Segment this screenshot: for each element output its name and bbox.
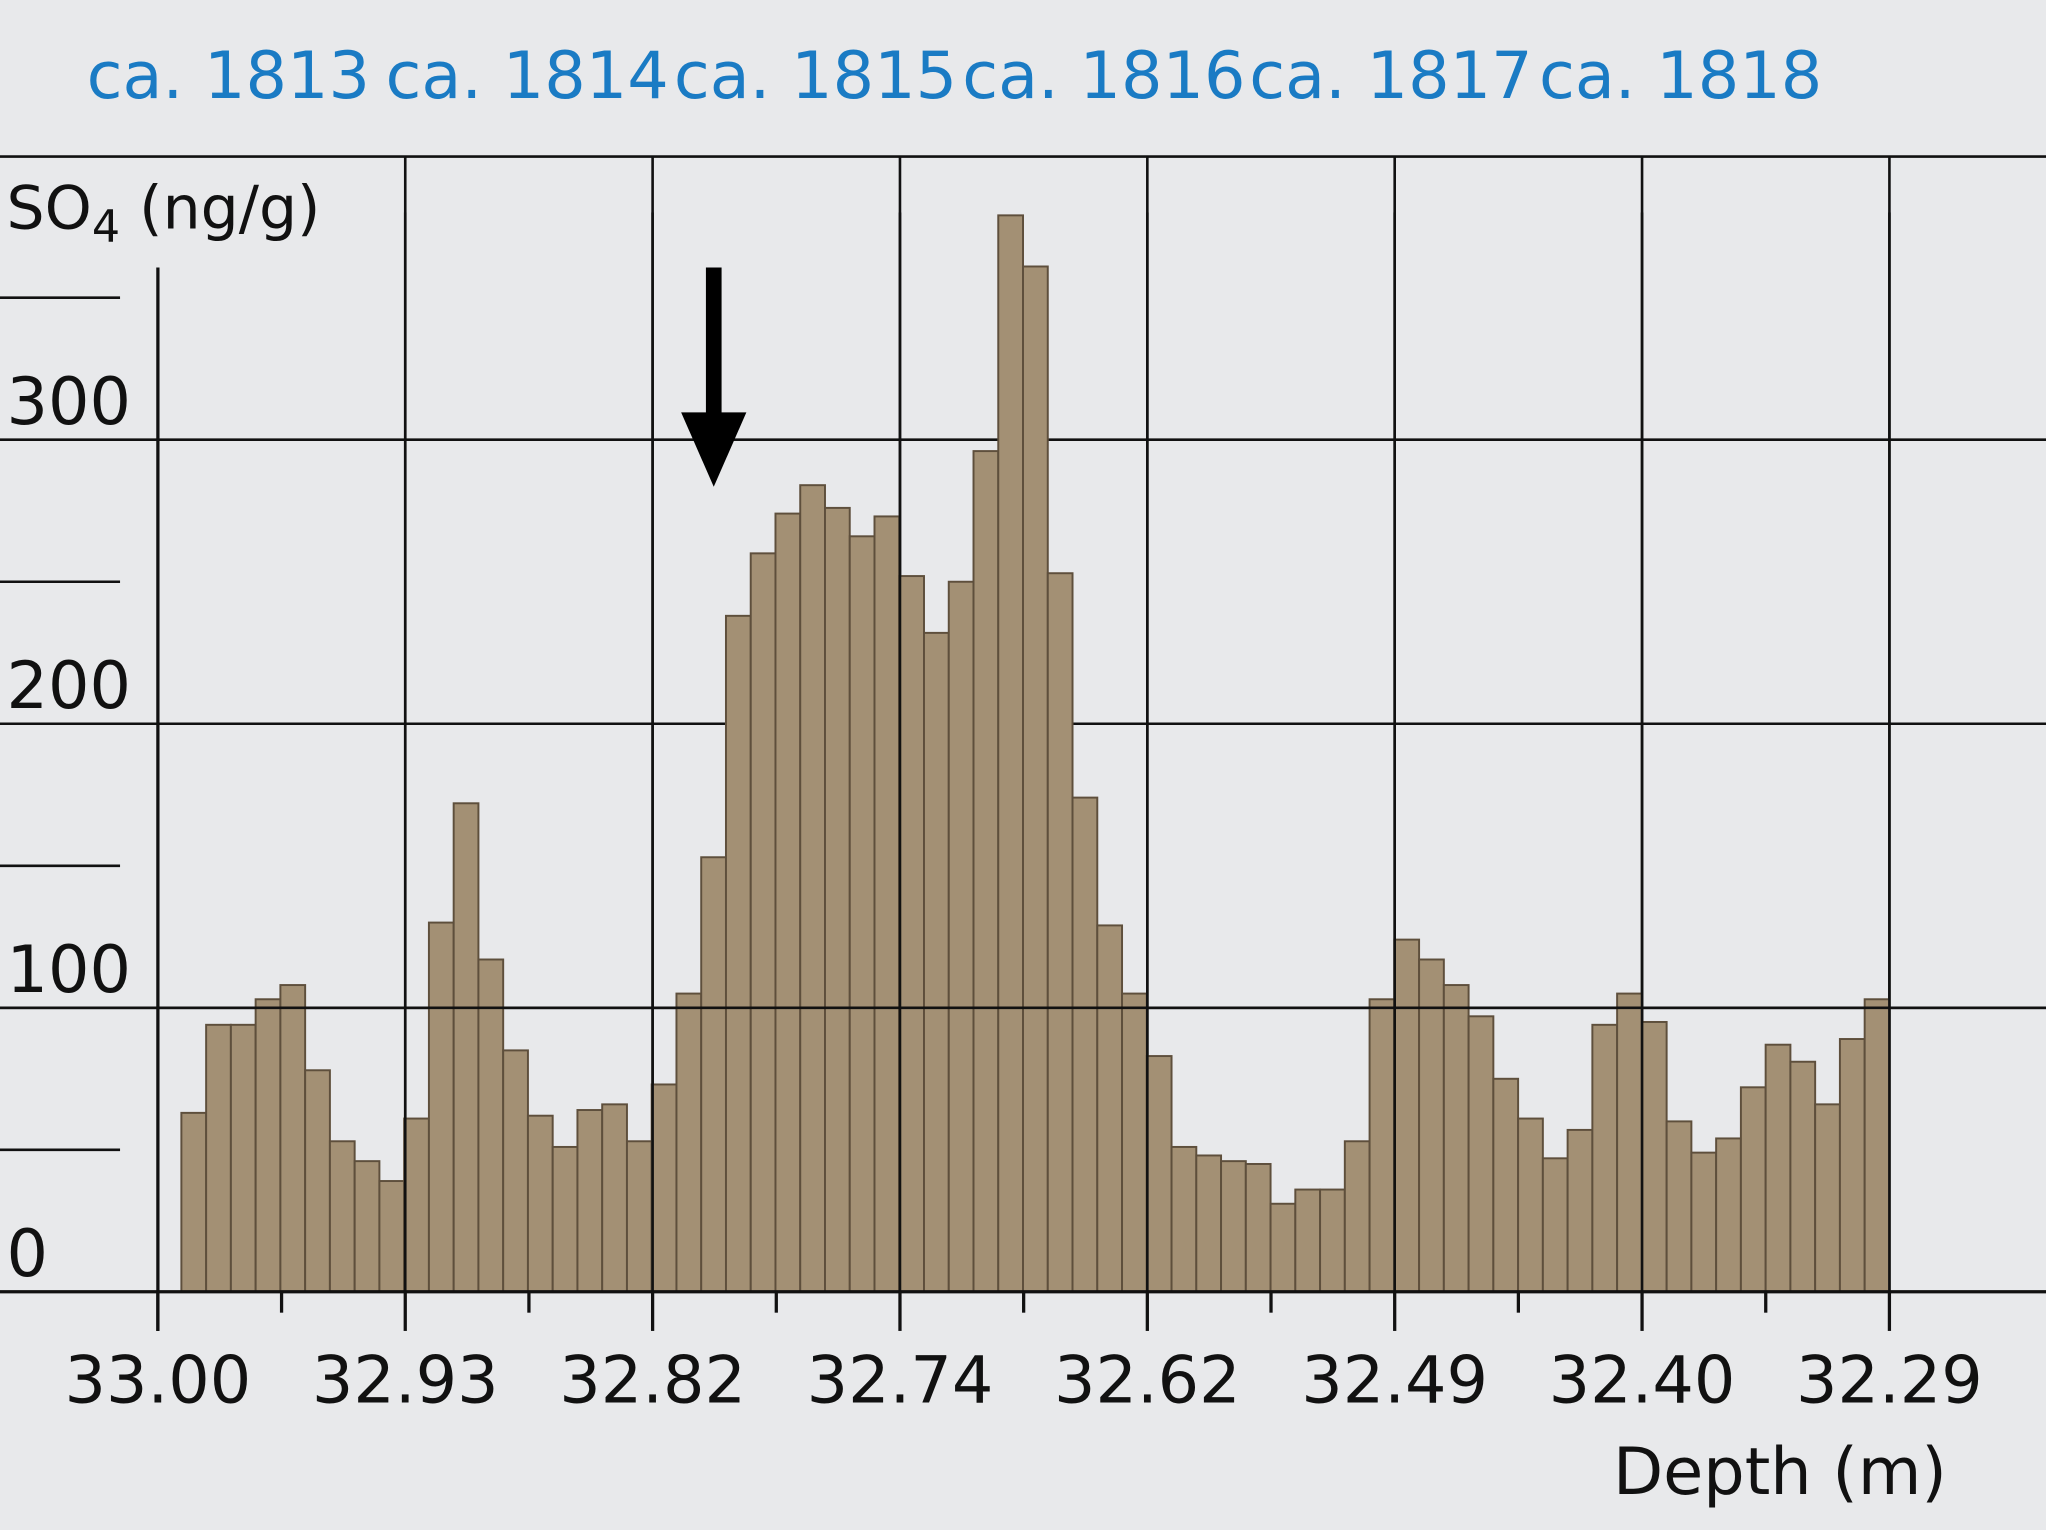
bar [700,856,727,1293]
y-axis-title-main: SO [7,173,92,243]
bar [1244,1163,1272,1293]
x-tick-label: 32.74 [807,1343,994,1419]
bar [1517,1117,1544,1293]
bar [279,984,307,1293]
bar [180,1111,208,1293]
y-axis-title: SO4 (ng/g) [7,173,321,252]
x-tick-label: 33.00 [65,1343,252,1419]
bar [1096,924,1124,1293]
year-label: ca. 1814 [385,38,668,114]
year-label: ca. 1818 [1539,38,1822,114]
bar [947,580,975,1293]
year-label: ca. 1816 [962,38,1245,114]
annotations [681,267,747,487]
bar [601,1103,628,1293]
bar [1195,1154,1223,1293]
bar [576,1109,604,1293]
year-label: ca. 1813 [87,38,370,114]
bar [1269,1202,1297,1293]
bar [774,512,802,1293]
bar [1640,1020,1668,1293]
bar [997,214,1024,1293]
bar [1863,998,1891,1293]
axes: 0 100 200 300 SO4 (ng/g) 33.00 32.93 32.82 32.74… [0,173,2046,1510]
bar [551,1145,579,1293]
bar [205,1023,232,1293]
bar [923,631,950,1293]
bar [848,535,876,1293]
bar [1170,1145,1198,1293]
year-labels: ca. 1813 ca. 1814 ca. 1815 ca. 1816 ca. 1817… [87,38,1823,114]
down-arrow-icon [681,412,747,487]
bar [1739,1086,1767,1293]
bar [1789,1060,1817,1293]
year-label: ca. 1817 [1249,38,1532,114]
x-tick-label: 32.93 [312,1343,499,1419]
bar [1121,992,1148,1293]
bar [1418,958,1445,1293]
bar [1343,1140,1371,1293]
bar [799,484,826,1293]
bar [1665,1120,1693,1293]
bar [1046,572,1074,1293]
bar [824,506,851,1293]
y-tick-label: 200 [7,648,132,724]
bar [328,1140,356,1293]
bar [1715,1137,1742,1293]
bar [1442,984,1470,1293]
bar [1591,1023,1619,1293]
year-label: ca. 1815 [674,38,957,114]
bar [229,1023,257,1293]
bar [1541,1157,1569,1293]
bar [304,1069,331,1293]
bar [477,958,505,1293]
y-axis-title-unit: (ng/g) [120,173,320,243]
bar [898,575,925,1293]
bar [452,802,480,1293]
x-tick-label: 32.62 [1054,1343,1241,1419]
bar [1368,998,1396,1293]
bar [1764,1043,1792,1293]
bar [1294,1188,1322,1293]
bar [1616,992,1643,1293]
bar [1814,1103,1841,1293]
bar [1071,796,1099,1293]
y-axis-title-subscript: 4 [92,201,120,252]
bar [1319,1188,1346,1293]
bar [353,1160,381,1293]
bar [1145,1055,1173,1293]
bar [1467,1015,1495,1293]
bar [378,1180,406,1293]
x-tick-label: 32.40 [1549,1343,1736,1419]
bar [675,992,703,1293]
bar [1393,938,1421,1293]
bar [1690,1151,1718,1293]
bar [749,552,777,1293]
bar [1566,1128,1594,1293]
bar [650,1083,678,1293]
x-axis-title: Depth (m) [1613,1434,1947,1510]
y-tick-label: 100 [7,932,132,1008]
bar [526,1114,554,1293]
x-tick-label: 32.49 [1301,1343,1488,1419]
bar [502,1049,529,1293]
bar [254,998,282,1293]
bar [724,614,752,1293]
x-tick-label: 32.29 [1796,1343,1983,1419]
bar [403,1117,430,1293]
bar [1838,1038,1866,1293]
bar [427,921,455,1293]
bar [873,515,901,1293]
y-tick-label: 300 [7,364,132,440]
bar [1220,1160,1247,1293]
x-tick-label: 32.82 [559,1343,746,1419]
bar [625,1140,653,1293]
bar [1022,265,1049,1293]
bar [972,450,1000,1293]
bar [1492,1077,1520,1293]
bars [0,212,2046,1293]
y-tick-label: 0 [7,1216,49,1292]
